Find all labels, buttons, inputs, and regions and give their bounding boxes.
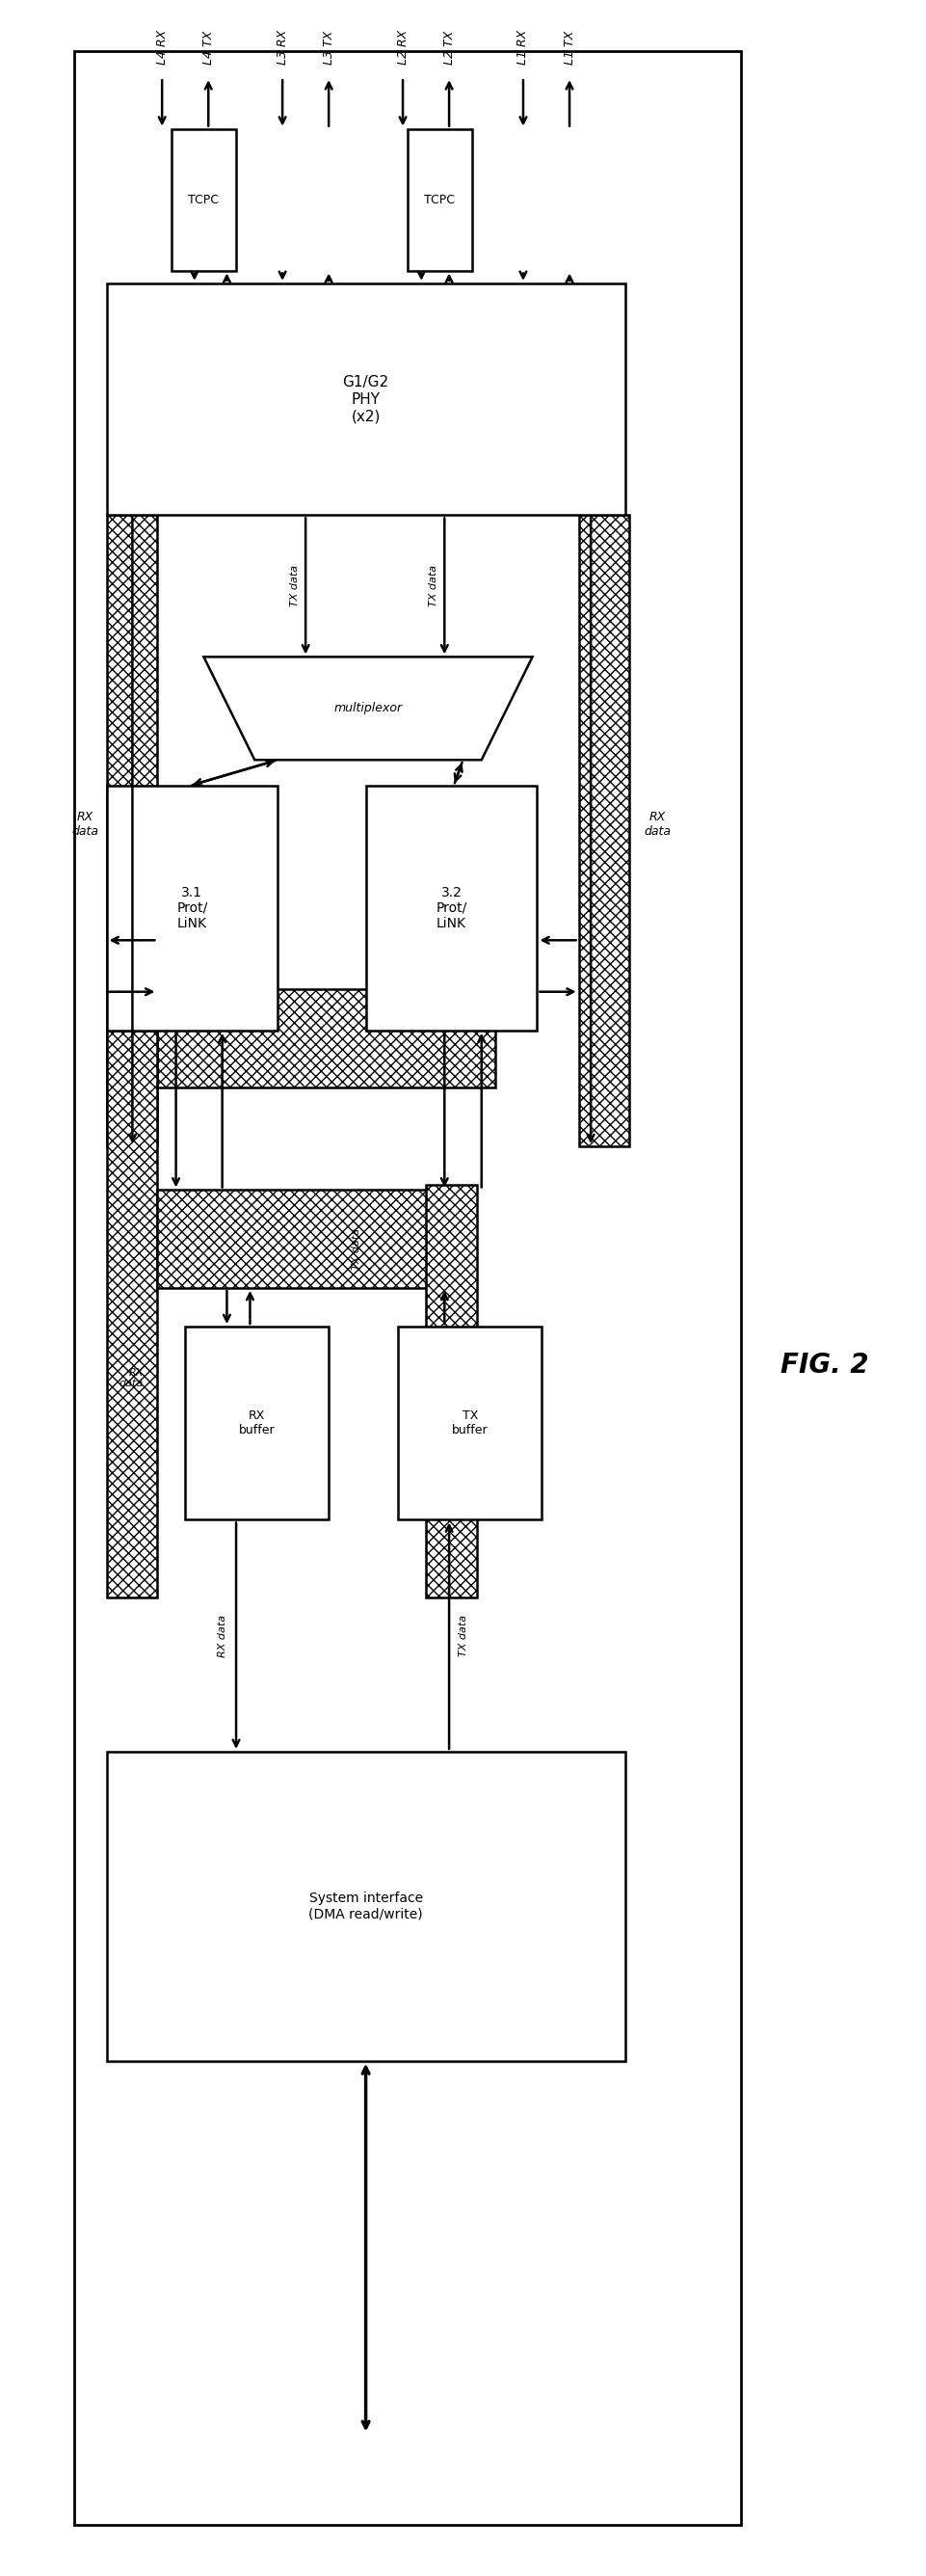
Bar <box>579 515 630 1146</box>
Text: RX
data: RX data <box>119 1368 144 1388</box>
Text: L1 RX: L1 RX <box>517 28 530 64</box>
Bar <box>366 786 537 1030</box>
Text: L4 RX: L4 RX <box>156 28 169 64</box>
Text: RX
data: RX data <box>644 811 671 837</box>
Text: L4 TX: L4 TX <box>202 31 215 64</box>
Text: 3.1
Prot/
LiNK: 3.1 Prot/ LiNK <box>177 886 207 930</box>
Text: multiplexor: multiplexor <box>333 703 403 714</box>
Text: RX data: RX data <box>218 1615 227 1656</box>
Bar <box>185 1327 329 1520</box>
Text: TCPC: TCPC <box>424 193 456 206</box>
Bar <box>74 52 741 2524</box>
Bar <box>157 1190 431 1288</box>
Text: L3 RX: L3 RX <box>276 28 289 64</box>
Bar <box>106 283 625 515</box>
Text: FIG. 2: FIG. 2 <box>780 1352 869 1378</box>
Text: 3.2
Prot/
LiNK: 3.2 Prot/ LiNK <box>436 886 467 930</box>
Text: L2 TX: L2 TX <box>443 31 456 64</box>
Text: L2 RX: L2 RX <box>396 28 409 64</box>
Bar <box>426 1185 477 1597</box>
Text: TX data: TX data <box>429 564 438 608</box>
Text: L1 TX: L1 TX <box>563 31 576 64</box>
Text: System interface
(DMA read/write): System interface (DMA read/write) <box>308 1891 423 1922</box>
Text: G1/G2
PHY
(x2): G1/G2 PHY (x2) <box>343 376 389 422</box>
Bar <box>171 129 236 270</box>
Bar <box>106 1752 625 2061</box>
Bar <box>407 129 472 270</box>
Text: RX
buffer: RX buffer <box>239 1409 275 1437</box>
Bar <box>106 786 278 1030</box>
Text: TX
buffer: TX buffer <box>452 1409 488 1437</box>
Text: TX data: TX data <box>290 564 299 608</box>
Text: TX data: TX data <box>352 1229 361 1270</box>
Text: RX
data: RX data <box>71 811 99 837</box>
Text: L3 TX: L3 TX <box>322 31 335 64</box>
Bar <box>398 1327 542 1520</box>
Bar <box>106 515 157 1146</box>
Bar <box>157 989 495 1087</box>
Text: TX data: TX data <box>458 1615 468 1656</box>
Bar <box>106 1030 157 1597</box>
Text: TCPC: TCPC <box>188 193 219 206</box>
Polygon shape <box>204 657 532 760</box>
